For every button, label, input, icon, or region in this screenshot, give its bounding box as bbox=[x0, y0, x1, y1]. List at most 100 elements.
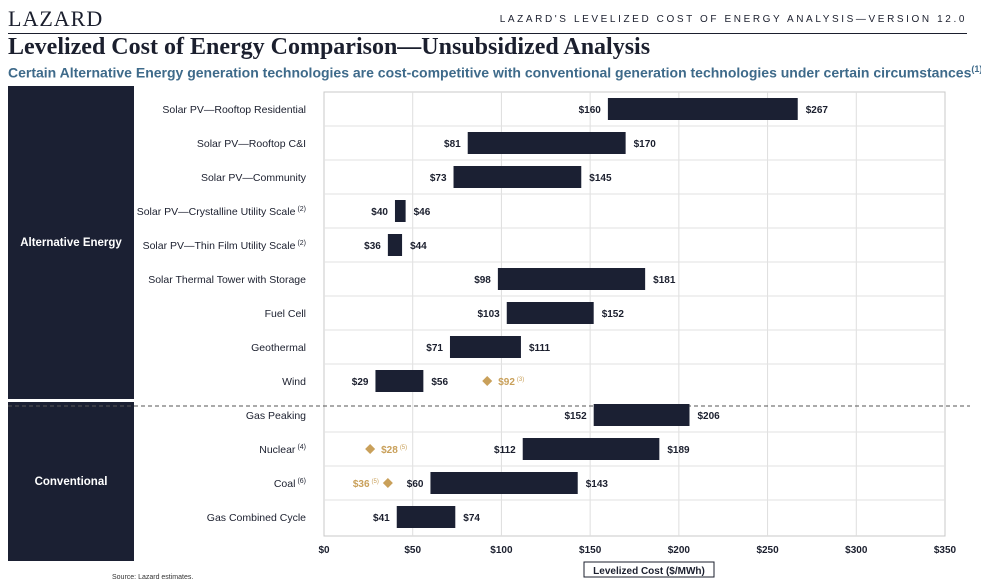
range-bar bbox=[453, 166, 582, 188]
bar-low-label: $152 bbox=[564, 411, 587, 422]
row-label: Solar PV—Thin Film Utility Scale (2) bbox=[143, 240, 306, 252]
bar-low-label: $29 bbox=[352, 377, 369, 388]
source-note: Source: Lazard estimates. bbox=[112, 574, 194, 581]
bar-high-label: $46 bbox=[414, 207, 431, 218]
row-label: Solar Thermal Tower with Storage bbox=[148, 274, 306, 286]
x-tick-label: $250 bbox=[756, 545, 779, 556]
x-axis-title: Levelized Cost ($/MWh) bbox=[593, 566, 705, 577]
bar-low-label: $41 bbox=[373, 513, 390, 524]
x-tick-label: $100 bbox=[490, 545, 513, 556]
range-bar bbox=[394, 200, 406, 222]
range-bar bbox=[430, 472, 578, 494]
page-title: Levelized Cost of Energy Comparison—Unsu… bbox=[8, 34, 651, 60]
bar-high-label: $56 bbox=[431, 377, 448, 388]
bar-low-label: $81 bbox=[444, 139, 461, 150]
bar-low-label: $103 bbox=[478, 309, 501, 320]
diamond-marker bbox=[482, 376, 493, 386]
bar-high-label: $189 bbox=[667, 445, 690, 456]
marker-footnote: (5) bbox=[400, 445, 407, 451]
row-label: Wind bbox=[282, 376, 306, 388]
row-label-text: Solar PV—Crystalline Utility Scale bbox=[137, 206, 296, 218]
header-divider bbox=[8, 33, 967, 34]
marker-value: $36 bbox=[353, 479, 370, 490]
x-tick-label: $150 bbox=[579, 545, 602, 556]
bar-high-label: $152 bbox=[602, 309, 625, 320]
bar-high-label: $111 bbox=[529, 343, 551, 354]
marker-value: $92 bbox=[498, 377, 515, 388]
report-title: LAZARD'S LEVELIZED COST OF ENERGY ANALYS… bbox=[499, 14, 967, 25]
marker-label: $92 (3) bbox=[498, 377, 524, 388]
subtitle-text: Certain Alternative Energy generation te… bbox=[8, 64, 972, 81]
row-label: Fuel Cell bbox=[265, 308, 306, 320]
row-label: Coal (6) bbox=[274, 478, 306, 490]
row-label: Solar PV—Crystalline Utility Scale (2) bbox=[137, 206, 306, 218]
diamond-marker bbox=[365, 444, 376, 454]
row-label-text: Fuel Cell bbox=[265, 308, 306, 320]
bar-low-label: $71 bbox=[426, 343, 443, 354]
row-label: Solar PV—Community bbox=[201, 172, 307, 184]
range-bar bbox=[449, 336, 521, 358]
marker-footnote: (3) bbox=[517, 377, 524, 383]
marker-label: $36 (5) bbox=[353, 479, 379, 490]
x-tick-label: $0 bbox=[318, 545, 330, 556]
bar-high-label: $206 bbox=[698, 411, 721, 422]
row-label-footnote: (4) bbox=[297, 444, 306, 451]
row-label: Solar PV—Rooftop Residential bbox=[162, 104, 306, 116]
range-bar bbox=[593, 404, 690, 426]
row-label-text: Solar PV—Rooftop C&I bbox=[197, 138, 306, 150]
x-tick-label: $300 bbox=[845, 545, 868, 556]
row-label-text: Solar PV—Community bbox=[201, 172, 307, 184]
row-label-text: Gas Peaking bbox=[246, 410, 306, 422]
range-bar bbox=[387, 234, 403, 256]
marker-footnote: (5) bbox=[372, 479, 379, 485]
bar-low-label: $73 bbox=[430, 173, 447, 184]
range-bar bbox=[506, 302, 594, 324]
bar-high-label: $143 bbox=[586, 479, 609, 490]
x-tick-label: $50 bbox=[404, 545, 421, 556]
group-label-alternative-energy: Alternative Energy bbox=[8, 86, 134, 399]
range-bar bbox=[607, 98, 798, 120]
marker-label: $28 (5) bbox=[381, 445, 407, 456]
x-tick-label: $350 bbox=[934, 545, 957, 556]
range-bar bbox=[522, 438, 660, 460]
row-label-footnote: (6) bbox=[297, 478, 306, 485]
row-label-footnote: (2) bbox=[297, 240, 306, 247]
x-tick-label: $200 bbox=[668, 545, 691, 556]
bar-low-label: $160 bbox=[579, 105, 602, 116]
row-label-text: Nuclear bbox=[259, 444, 296, 456]
group-label-conventional: Conventional bbox=[8, 402, 134, 561]
row-label-footnote: (2) bbox=[297, 206, 306, 213]
row-label-text: Coal bbox=[274, 478, 296, 490]
subtitle-footnote: (1) bbox=[971, 64, 981, 74]
row-label: Geothermal bbox=[251, 342, 306, 354]
bar-high-label: $267 bbox=[806, 105, 829, 116]
row-label-text: Geothermal bbox=[251, 342, 306, 354]
range-bar bbox=[497, 268, 646, 290]
marker-value: $28 bbox=[381, 445, 398, 456]
bar-low-label: $36 bbox=[364, 241, 381, 252]
bar-high-label: $145 bbox=[589, 173, 612, 184]
row-label: Solar PV—Rooftop C&I bbox=[197, 138, 306, 150]
range-bar bbox=[467, 132, 626, 154]
row-label: Gas Peaking bbox=[246, 410, 306, 422]
bar-low-label: $98 bbox=[474, 275, 491, 286]
row-label-text: Wind bbox=[282, 376, 306, 388]
row-label: Gas Combined Cycle bbox=[207, 512, 306, 524]
bar-high-label: $170 bbox=[634, 139, 657, 150]
bar-high-label: $44 bbox=[410, 241, 427, 252]
bar-low-label: $112 bbox=[494, 445, 516, 456]
range-bar bbox=[375, 370, 424, 392]
plot-area bbox=[323, 91, 946, 537]
range-bar bbox=[396, 506, 456, 528]
row-label: Nuclear (4) bbox=[259, 444, 306, 456]
page-subtitle: Certain Alternative Energy generation te… bbox=[8, 64, 981, 81]
bar-low-label: $60 bbox=[407, 479, 424, 490]
diamond-marker bbox=[382, 478, 393, 488]
x-axis-title-box bbox=[583, 561, 715, 578]
row-label-text: Solar PV—Thin Film Utility Scale bbox=[143, 240, 296, 252]
row-label-text: Solar PV—Rooftop Residential bbox=[162, 104, 306, 116]
bar-high-label: $74 bbox=[463, 513, 480, 524]
brand-logo: LAZARD bbox=[8, 6, 104, 31]
row-label-text: Solar Thermal Tower with Storage bbox=[148, 274, 306, 286]
